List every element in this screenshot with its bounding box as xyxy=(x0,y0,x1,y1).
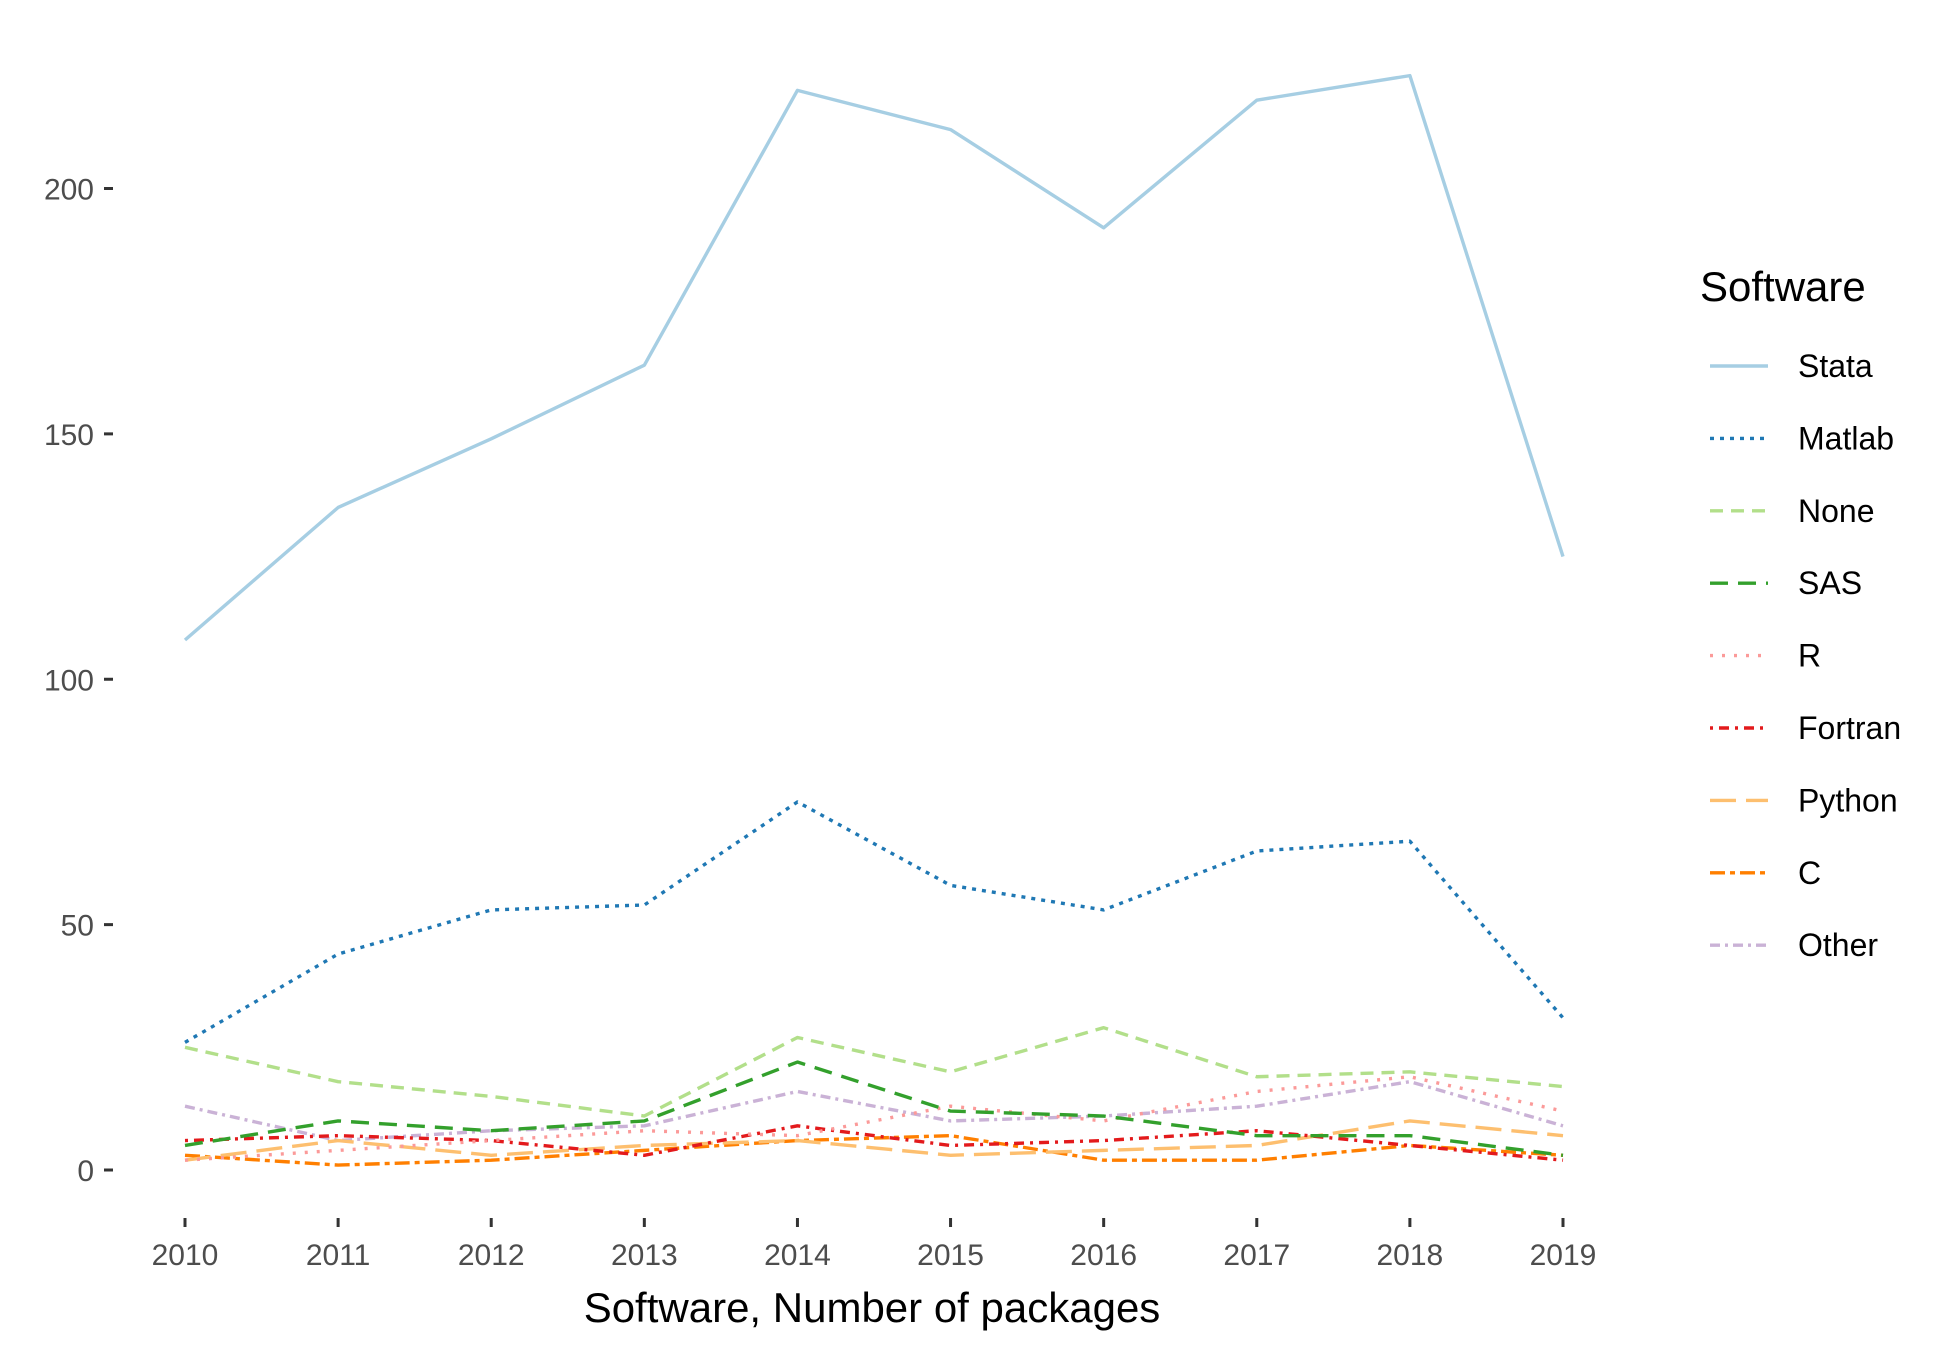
x-tick-label: 2016 xyxy=(1070,1239,1137,1272)
legend-label-fortran: Fortran xyxy=(1798,710,1901,746)
series-lines xyxy=(183,73,1565,1167)
y-tick-label: 150 xyxy=(44,419,94,452)
x-tick-label: 2015 xyxy=(917,1239,984,1272)
legend: Software Stata Matlab None SAS R Fortran Pytho… xyxy=(1700,263,1901,963)
x-tick-label: 2010 xyxy=(152,1239,219,1272)
x-tick-label: 2018 xyxy=(1377,1239,1444,1272)
series-line-stata xyxy=(183,73,1565,642)
x-tick-label: 2017 xyxy=(1223,1239,1290,1272)
x-tick-label: 2019 xyxy=(1530,1239,1597,1272)
x-tick-label: 2012 xyxy=(458,1239,525,1272)
series-line-python xyxy=(184,1119,1564,1162)
x-axis-title: Software, Number of packages xyxy=(584,1284,1161,1331)
series-line-c xyxy=(184,1133,1564,1167)
y-tick-label: 100 xyxy=(44,664,94,697)
y-tick-label: 200 xyxy=(44,174,94,207)
series-line-other xyxy=(184,1079,1564,1143)
x-tick-label: 2014 xyxy=(764,1239,831,1272)
series-line-none xyxy=(184,1025,1564,1118)
series-line-matlab xyxy=(184,800,1565,1044)
legend-label-none: None xyxy=(1798,493,1875,529)
series-line-fortran xyxy=(184,1124,1564,1162)
legend-label-r: R xyxy=(1798,638,1821,674)
y-tick-label: 50 xyxy=(61,910,94,943)
legend-label-python: Python xyxy=(1798,782,1898,818)
legend-label-other: Other xyxy=(1798,927,1878,963)
y-tick-label: 0 xyxy=(77,1155,94,1188)
legend-title: Software xyxy=(1700,263,1866,310)
x-axis: 2010 2011 2012 2013 2014 2015 2016 2017 2018 2019 xyxy=(152,1218,1597,1272)
series-line-r xyxy=(184,1075,1564,1162)
legend-label-c: C xyxy=(1798,855,1821,891)
legend-label-sas: SAS xyxy=(1798,565,1862,601)
legend-label-stata: Stata xyxy=(1798,348,1873,384)
x-tick-label: 2011 xyxy=(306,1239,371,1272)
x-tick-label: 2013 xyxy=(611,1239,678,1272)
legend-label-matlab: Matlab xyxy=(1798,420,1894,456)
series-line-sas xyxy=(184,1060,1564,1157)
y-axis: 0 50 100 150 200 xyxy=(44,174,113,1188)
